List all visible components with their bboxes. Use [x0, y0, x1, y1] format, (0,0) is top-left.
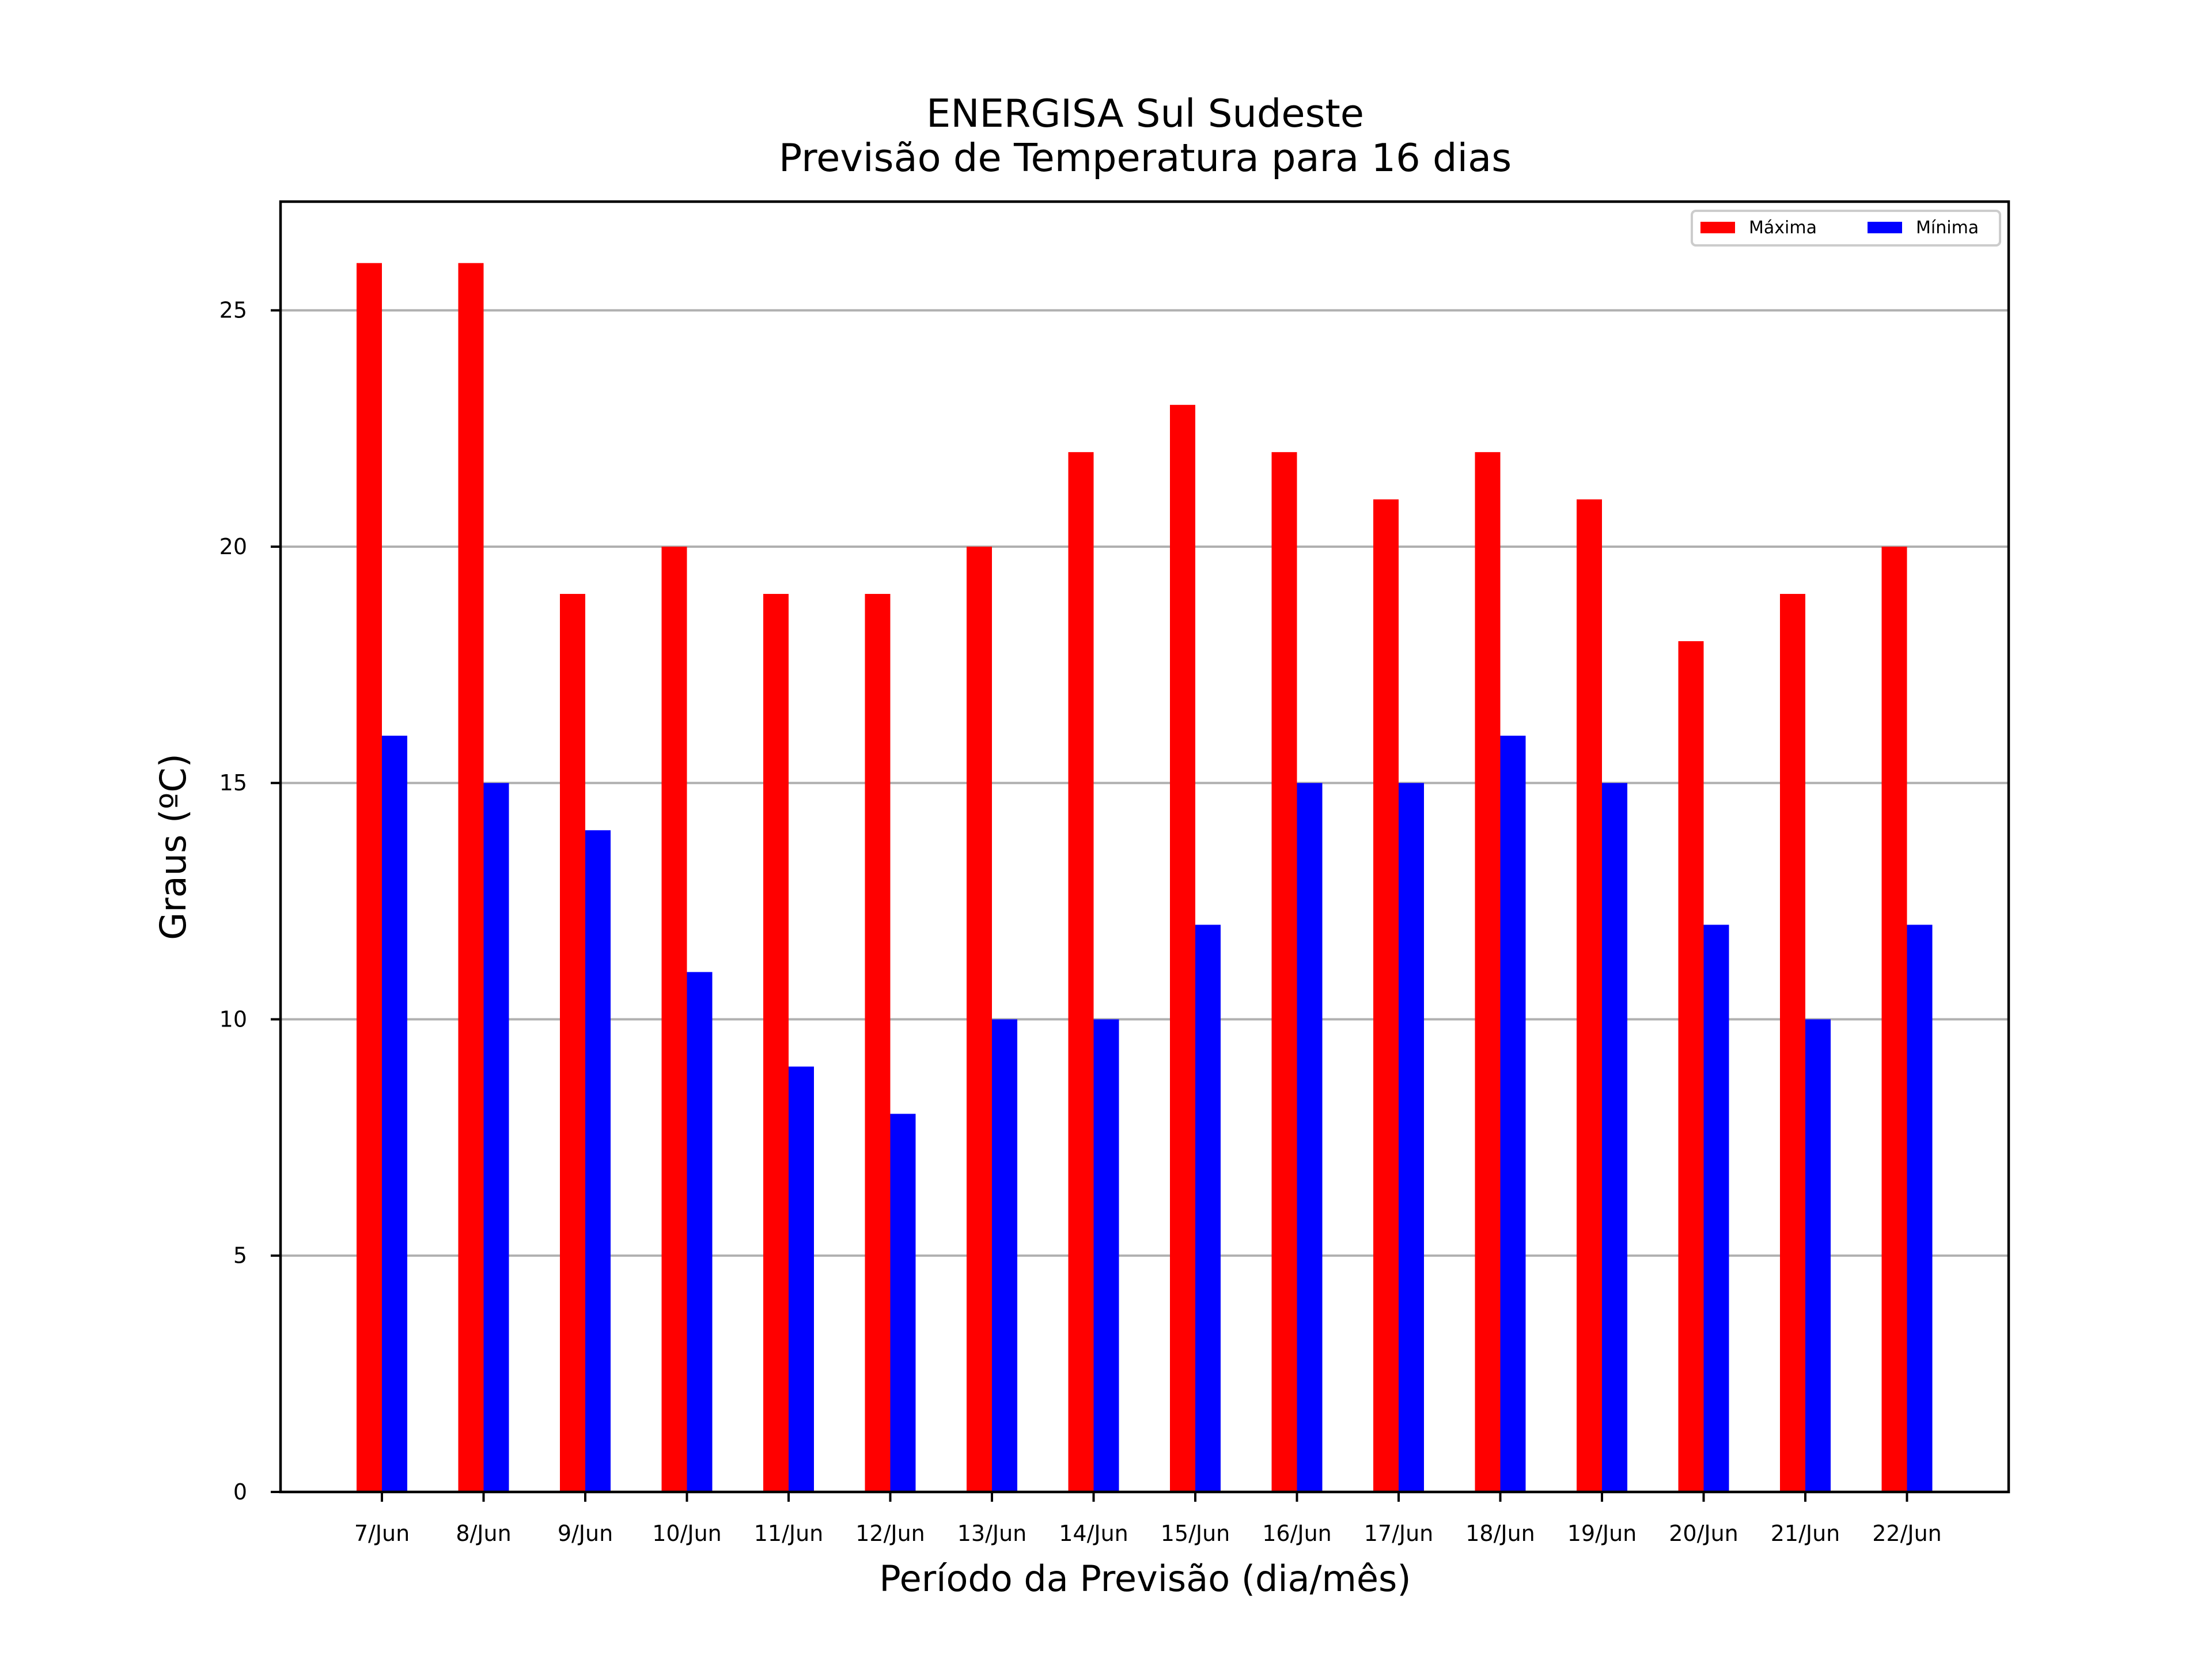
- gridlines: [281, 309, 2009, 1257]
- legend: Máxima Mínima: [1691, 210, 2001, 247]
- x-axis-label: Período da Previsão (dia/mês): [879, 1558, 1411, 1600]
- bar-maxima: [357, 263, 382, 1492]
- bar-maxima: [1881, 546, 1907, 1492]
- bar-maxima: [1068, 452, 1094, 1492]
- bar-maxima: [1577, 499, 1602, 1492]
- y-tick-label: 15: [219, 770, 247, 796]
- y-tick-label: 10: [219, 1006, 247, 1032]
- x-tick-label: 11/Jun: [754, 1521, 824, 1546]
- bar-minima: [1703, 925, 1729, 1492]
- bar-minima: [1399, 783, 1424, 1492]
- bar-minima: [1500, 736, 1526, 1492]
- legend-swatch-minima: [1868, 222, 1902, 233]
- x-tick-label: 7/Jun: [354, 1521, 410, 1546]
- x-tick-label: 16/Jun: [1262, 1521, 1332, 1546]
- x-tick-label: 14/Jun: [1059, 1521, 1128, 1546]
- bar-maxima: [1170, 404, 1195, 1492]
- bar-minima: [1093, 1019, 1119, 1492]
- bar-minima: [382, 736, 407, 1492]
- bar-minima: [890, 1113, 916, 1492]
- x-tick-label: 12/Jun: [855, 1521, 925, 1546]
- bars: [357, 263, 1933, 1492]
- bar-minima: [687, 972, 713, 1492]
- y-tick-label: 5: [233, 1243, 247, 1268]
- bar-minima: [483, 783, 509, 1492]
- x-tick-label: 18/Jun: [1465, 1521, 1535, 1546]
- bar-minima: [1297, 783, 1323, 1492]
- x-tick-label: 17/Jun: [1364, 1521, 1434, 1546]
- x-tick-label: 9/Jun: [558, 1521, 613, 1546]
- legend-label-minima: Mínima: [1916, 218, 1979, 238]
- bar-maxima: [763, 594, 789, 1492]
- x-tick-label: 20/Jun: [1669, 1521, 1738, 1546]
- bar-maxima: [967, 546, 992, 1492]
- bar-minima: [1602, 783, 1627, 1492]
- bar-minima: [992, 1019, 1017, 1492]
- bar-minima: [1805, 1019, 1831, 1492]
- legend-box: [1691, 210, 2001, 247]
- bar-minima: [1195, 925, 1221, 1492]
- bar-minima: [789, 1066, 814, 1492]
- x-tick-label: 15/Jun: [1161, 1521, 1230, 1546]
- plot-area-frame: [279, 200, 2010, 1494]
- y-tick-label: 0: [233, 1479, 247, 1505]
- bar-maxima: [458, 263, 484, 1492]
- x-tick-label: 19/Jun: [1567, 1521, 1637, 1546]
- y-tick-label: 25: [219, 298, 247, 323]
- x-tick-label: 22/Jun: [1872, 1521, 1942, 1546]
- y-axis-label: Graus (ºC): [152, 753, 194, 940]
- chart-subtitle: Previsão de Temperatura para 16 dias: [779, 135, 1512, 180]
- legend-swatch-maxima: [1700, 222, 1735, 233]
- bar-minima: [1907, 925, 1933, 1492]
- y-axis-ticks: 0 5 10 15 20 25: [219, 298, 281, 1505]
- bar-maxima: [1678, 641, 1704, 1492]
- chart-title: ENERGISA Sul Sudeste: [926, 91, 1364, 136]
- bar-maxima: [865, 594, 891, 1492]
- bar-maxima: [661, 546, 687, 1492]
- x-axis-ticks: 7/Jun 8/Jun 9/Jun 10/Jun 11/Jun 12/Jun 13/Jun 1…: [354, 1492, 1942, 1546]
- x-tick-label: 13/Jun: [957, 1521, 1027, 1546]
- y-tick-label: 20: [219, 534, 247, 559]
- bar-maxima: [1373, 499, 1399, 1492]
- legend-label-maxima: Máxima: [1749, 218, 1817, 238]
- bar-maxima: [1475, 452, 1501, 1492]
- x-tick-label: 10/Jun: [652, 1521, 722, 1546]
- bar-maxima: [1780, 594, 1805, 1492]
- bar-maxima: [1271, 452, 1297, 1492]
- x-tick-label: 21/Jun: [1771, 1521, 1840, 1546]
- bar-maxima: [560, 594, 585, 1492]
- bar-minima: [585, 830, 611, 1492]
- x-tick-label: 8/Jun: [456, 1521, 511, 1546]
